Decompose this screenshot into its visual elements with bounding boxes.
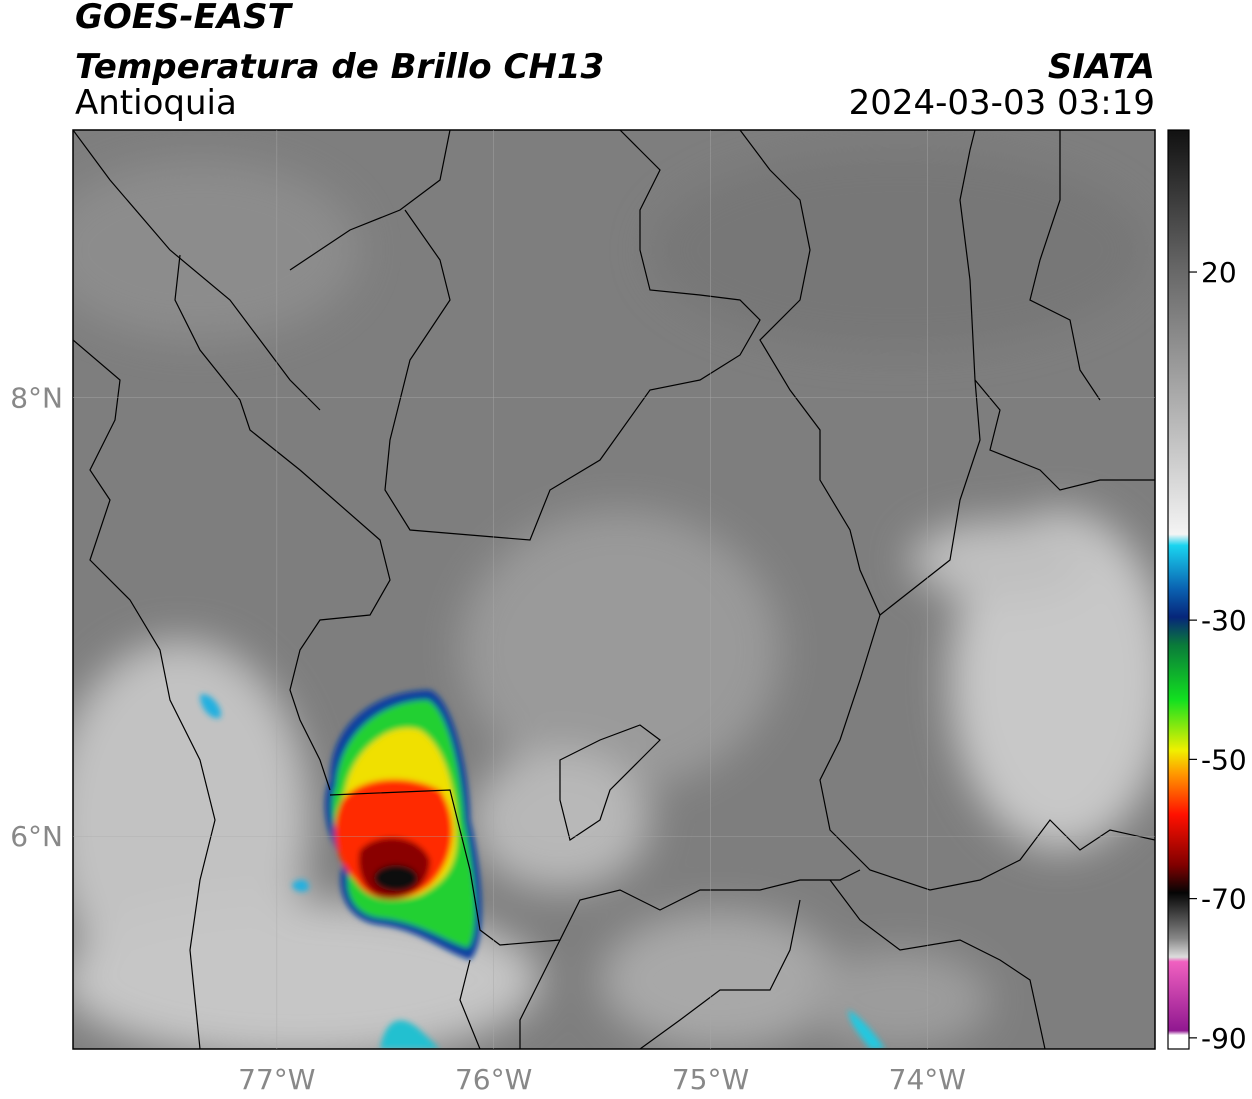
x-tick-label: 77°W — [238, 1063, 315, 1096]
title: GOES-EAST — [75, 0, 294, 37]
map-frame — [72, 129, 1156, 1050]
colorbar-tick-label: -90 — [1201, 1022, 1247, 1055]
y-tick-label: 6°N — [10, 820, 63, 853]
y-tick-label: 8°N — [10, 382, 63, 415]
region: Antioquia — [75, 83, 237, 123]
x-tick-label: 74°W — [889, 1063, 966, 1096]
x-tick-label: 75°W — [672, 1063, 749, 1096]
source: SIATA — [1048, 47, 1155, 87]
satellite-image — [73, 130, 1155, 1049]
colorbar — [1167, 129, 1190, 1050]
colorbar-tick-label: 20 — [1201, 256, 1237, 289]
datetime: 2024-03-03 03:19 — [849, 83, 1155, 123]
x-tick-label: 76°W — [455, 1063, 532, 1096]
borders — [73, 130, 1155, 1049]
subtitle: Temperatura de Brillo CH13 — [75, 47, 604, 87]
colorbar-tick-label: -70 — [1201, 883, 1247, 916]
colorbar-tick-label: -30 — [1201, 604, 1247, 637]
colorbar-tick-label: -50 — [1201, 743, 1247, 776]
